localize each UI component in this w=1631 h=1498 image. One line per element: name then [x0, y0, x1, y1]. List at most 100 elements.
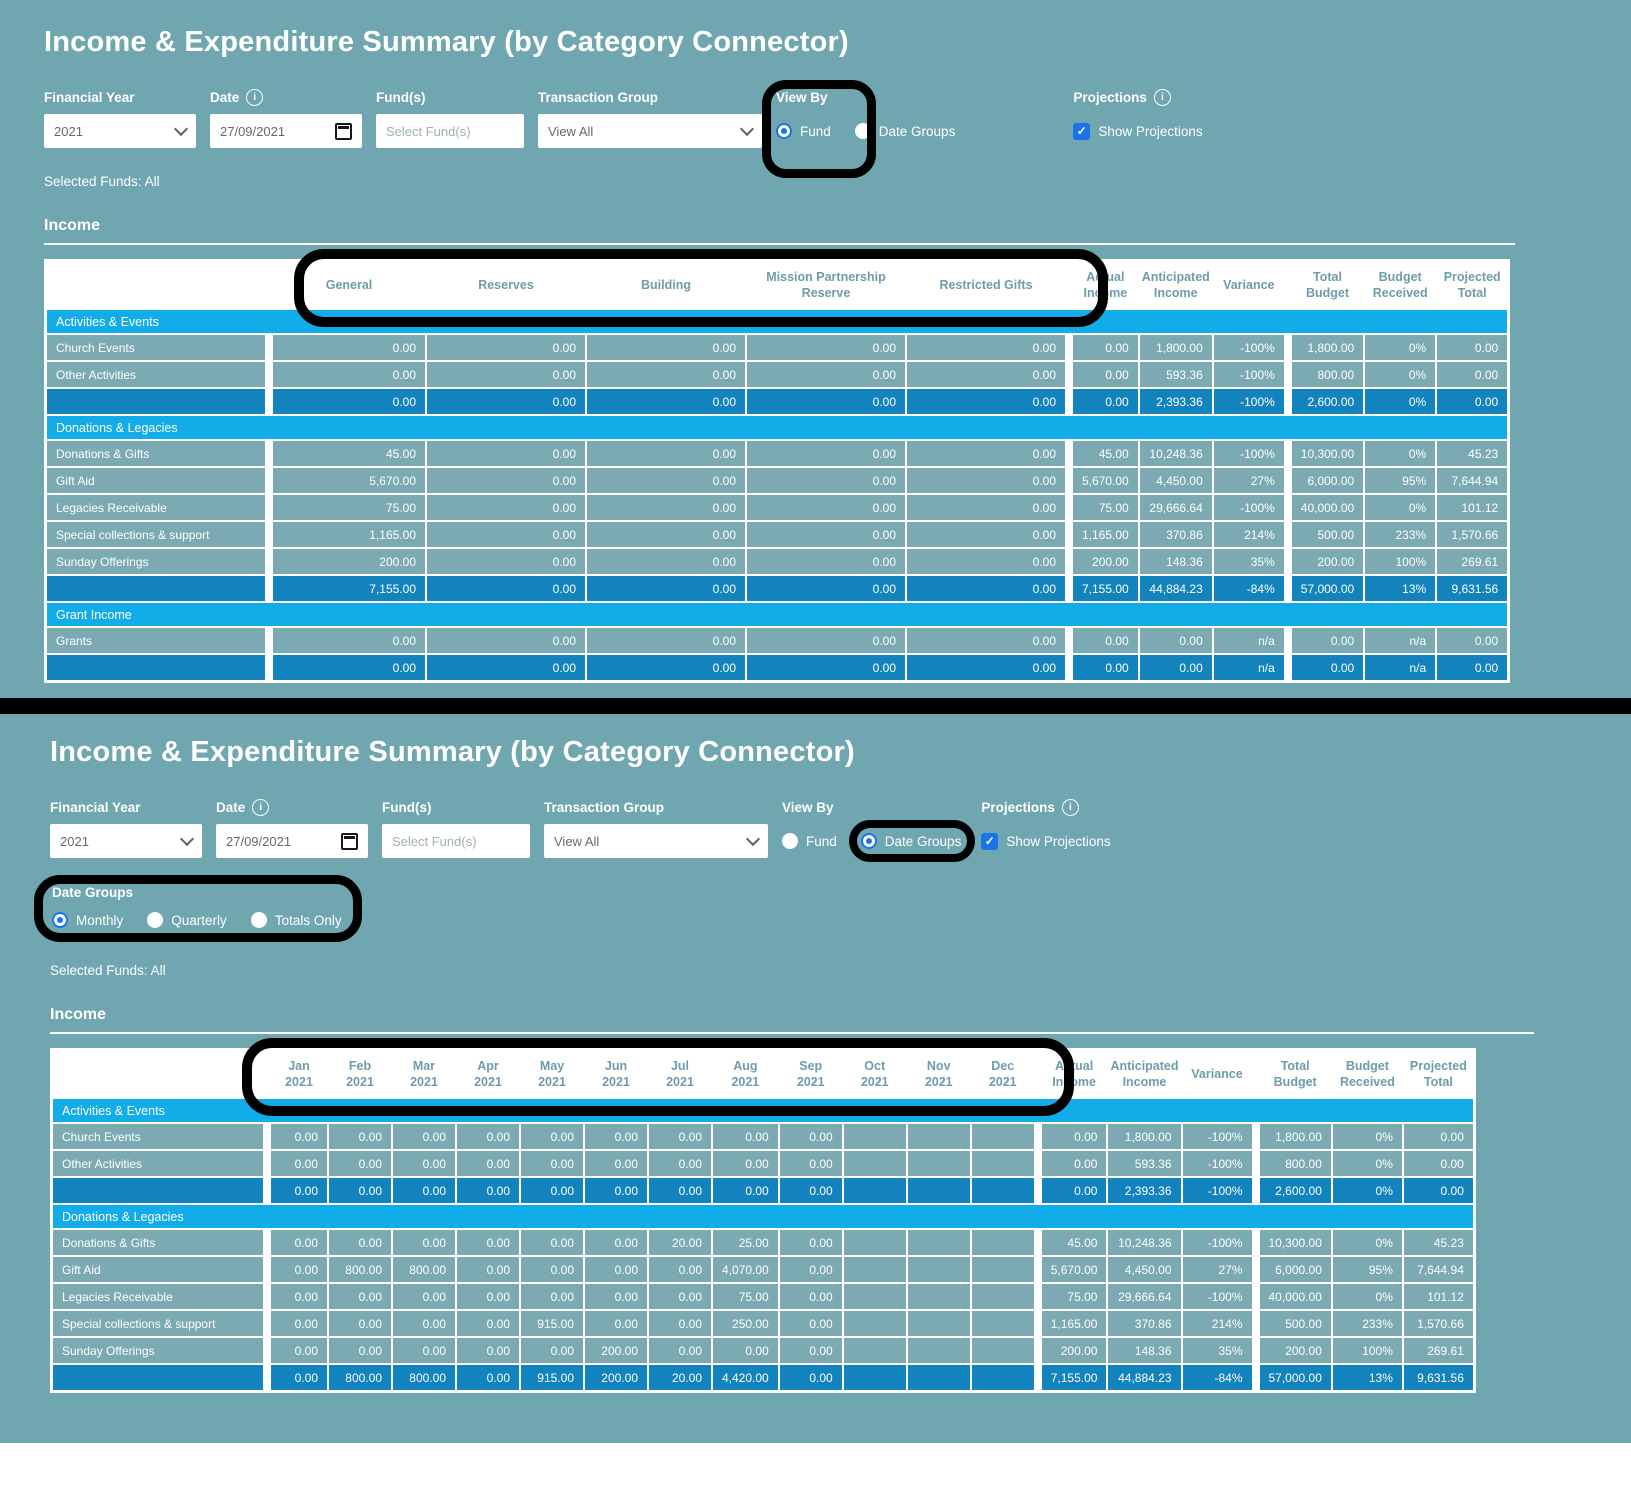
table-total-row: 7,155.00 0.00 0.00 0.00 0.00 7,155.00 44,884.2…: [47, 576, 1508, 601]
funds-input[interactable]: [382, 824, 530, 858]
table-cell: 800.00: [1285, 362, 1364, 387]
date-groups-label: Date Groups: [52, 884, 134, 900]
date-groups-totals-only-option[interactable]: Totals Only: [250, 912, 342, 928]
calendar-icon[interactable]: [335, 122, 352, 140]
table-cell: 0.00: [779, 1257, 842, 1282]
radio-checked-icon[interactable]: [860, 833, 877, 849]
section-header: Donations & Legacies: [53, 1205, 1473, 1228]
chevron-down-icon: [173, 121, 189, 137]
transaction-group-value: View All: [554, 833, 600, 849]
date-groups-monthly-option[interactable]: Monthly: [52, 912, 123, 928]
table-cell: 0%: [1332, 1178, 1402, 1203]
column-header: Feb 2021: [329, 1051, 391, 1097]
table-row: Other Activities 0.00 0.00 0.00 0.00 0.00 0.00…: [53, 1151, 1473, 1176]
view-by-fund-option-label: Fund: [806, 833, 837, 849]
radio-unchecked-icon[interactable]: [854, 123, 871, 139]
table-cell: 0.00: [587, 522, 745, 547]
table-cell: 0.00: [521, 1124, 583, 1149]
radio-unchecked-icon[interactable]: [250, 912, 267, 928]
info-icon[interactable]: i: [252, 798, 270, 816]
transaction-group-select[interactable]: View All: [538, 114, 762, 148]
funds-input[interactable]: [376, 114, 524, 148]
table-cell: 29,666.64: [1139, 495, 1212, 520]
table-cell: 5,670.00: [1067, 468, 1138, 493]
info-icon[interactable]: i: [1153, 88, 1171, 106]
table-cell: 0.00: [779, 1178, 842, 1203]
checkbox-checked-icon[interactable]: ✓: [981, 832, 999, 850]
table-cell: 800.00: [393, 1365, 455, 1390]
column-header: Projected Total: [1403, 1051, 1473, 1097]
view-by-date-groups-option[interactable]: Date Groups: [848, 820, 975, 862]
table-cell: 800.00: [1253, 1151, 1331, 1176]
radio-unchecked-icon[interactable]: [782, 833, 798, 849]
table-cell: [907, 1178, 970, 1203]
table-cell: 0.00: [585, 1284, 647, 1309]
view-by-date-groups-option[interactable]: Date Groups: [854, 123, 956, 139]
table-cell: 0.00: [265, 1365, 327, 1390]
table-cell: 0.00: [427, 522, 585, 547]
show-projections-option[interactable]: ✓ Show Projections: [981, 832, 1111, 850]
table-cell: 0.00: [649, 1338, 711, 1363]
radio-unchecked-icon[interactable]: [147, 912, 164, 928]
filter-bar: Financial Year 2021 Date i 27/09/2021 Fu…: [50, 798, 1631, 862]
table-cell: 0.00: [267, 335, 425, 360]
table-cell: 148.36: [1139, 549, 1212, 574]
table-cell: [971, 1284, 1034, 1309]
table-cell: 2,600.00: [1285, 389, 1364, 414]
table-cell: 0.00: [1067, 389, 1138, 414]
view-by-label: View By: [776, 89, 828, 105]
table-cell: 0%: [1365, 362, 1436, 387]
table-cell: [971, 1311, 1034, 1336]
table-cell: 0.00: [265, 1178, 327, 1203]
table-cell: 7,155.00: [1035, 1365, 1107, 1390]
table-cell: 0.00: [1285, 628, 1364, 653]
row-label: Other Activities: [47, 362, 265, 387]
radio-checked-icon[interactable]: [52, 912, 68, 928]
table-cell: 0.00: [427, 549, 585, 574]
view-by-filter: View By Fund Date Groups: [762, 80, 956, 178]
table-cell: 75.00: [1035, 1284, 1107, 1309]
show-projections-option[interactable]: ✓ Show Projections: [1073, 122, 1203, 140]
date-input[interactable]: 27/09/2021: [210, 114, 362, 148]
column-header-line: Apr: [477, 1058, 499, 1073]
table-cell: 0.00: [747, 441, 905, 466]
table-cell: 0.00: [393, 1284, 455, 1309]
table-cell: 0.00: [779, 1311, 842, 1336]
table-cell: 0.00: [747, 576, 905, 601]
column-header: Actual Income: [1035, 1051, 1107, 1097]
table-cell: 0.00: [521, 1178, 583, 1203]
date-groups-quarterly-option[interactable]: Quarterly: [147, 912, 227, 928]
column-header-line: Sep: [799, 1058, 823, 1073]
table-cell: 0.00: [713, 1151, 778, 1176]
radio-checked-icon[interactable]: [776, 123, 792, 139]
table-cell: 0.00: [427, 389, 585, 414]
column-header-line: May: [539, 1058, 565, 1073]
table-cell: 0.00: [265, 1257, 327, 1282]
row-label: [53, 1178, 263, 1203]
financial-year-select[interactable]: 2021: [44, 114, 196, 148]
date-input[interactable]: 27/09/2021: [216, 824, 368, 858]
show-projections-label: Show Projections: [1098, 123, 1203, 139]
column-header: General: [267, 262, 425, 308]
transaction-group-select[interactable]: View All: [544, 824, 768, 858]
info-icon[interactable]: i: [1061, 798, 1079, 816]
view-by-date-groups-option-label: Date Groups: [878, 123, 956, 139]
table-cell: 0.00: [1035, 1178, 1107, 1203]
table-cell: 0.00: [1139, 655, 1212, 680]
table-cell: 0.00: [329, 1311, 391, 1336]
calendar-icon[interactable]: [341, 832, 358, 850]
row-label: Gift Aid: [47, 468, 265, 493]
date-groups-monthly-label: Monthly: [76, 912, 124, 928]
financial-year-select[interactable]: 2021: [50, 824, 202, 858]
table-cell: 269.61: [1403, 1338, 1473, 1363]
view-by-fund-option[interactable]: Fund: [776, 123, 831, 139]
checkbox-checked-icon[interactable]: ✓: [1073, 122, 1091, 140]
table-cell: 0.00: [907, 655, 1065, 680]
table-cell: -100%: [1182, 1230, 1252, 1255]
table-cell: [843, 1151, 906, 1176]
table-cell: 0.00: [329, 1178, 391, 1203]
info-icon[interactable]: i: [246, 88, 264, 106]
table-cell: 100%: [1365, 549, 1436, 574]
view-by-fund-option[interactable]: Fund: [782, 833, 837, 849]
table-cell: 593.36: [1139, 362, 1212, 387]
